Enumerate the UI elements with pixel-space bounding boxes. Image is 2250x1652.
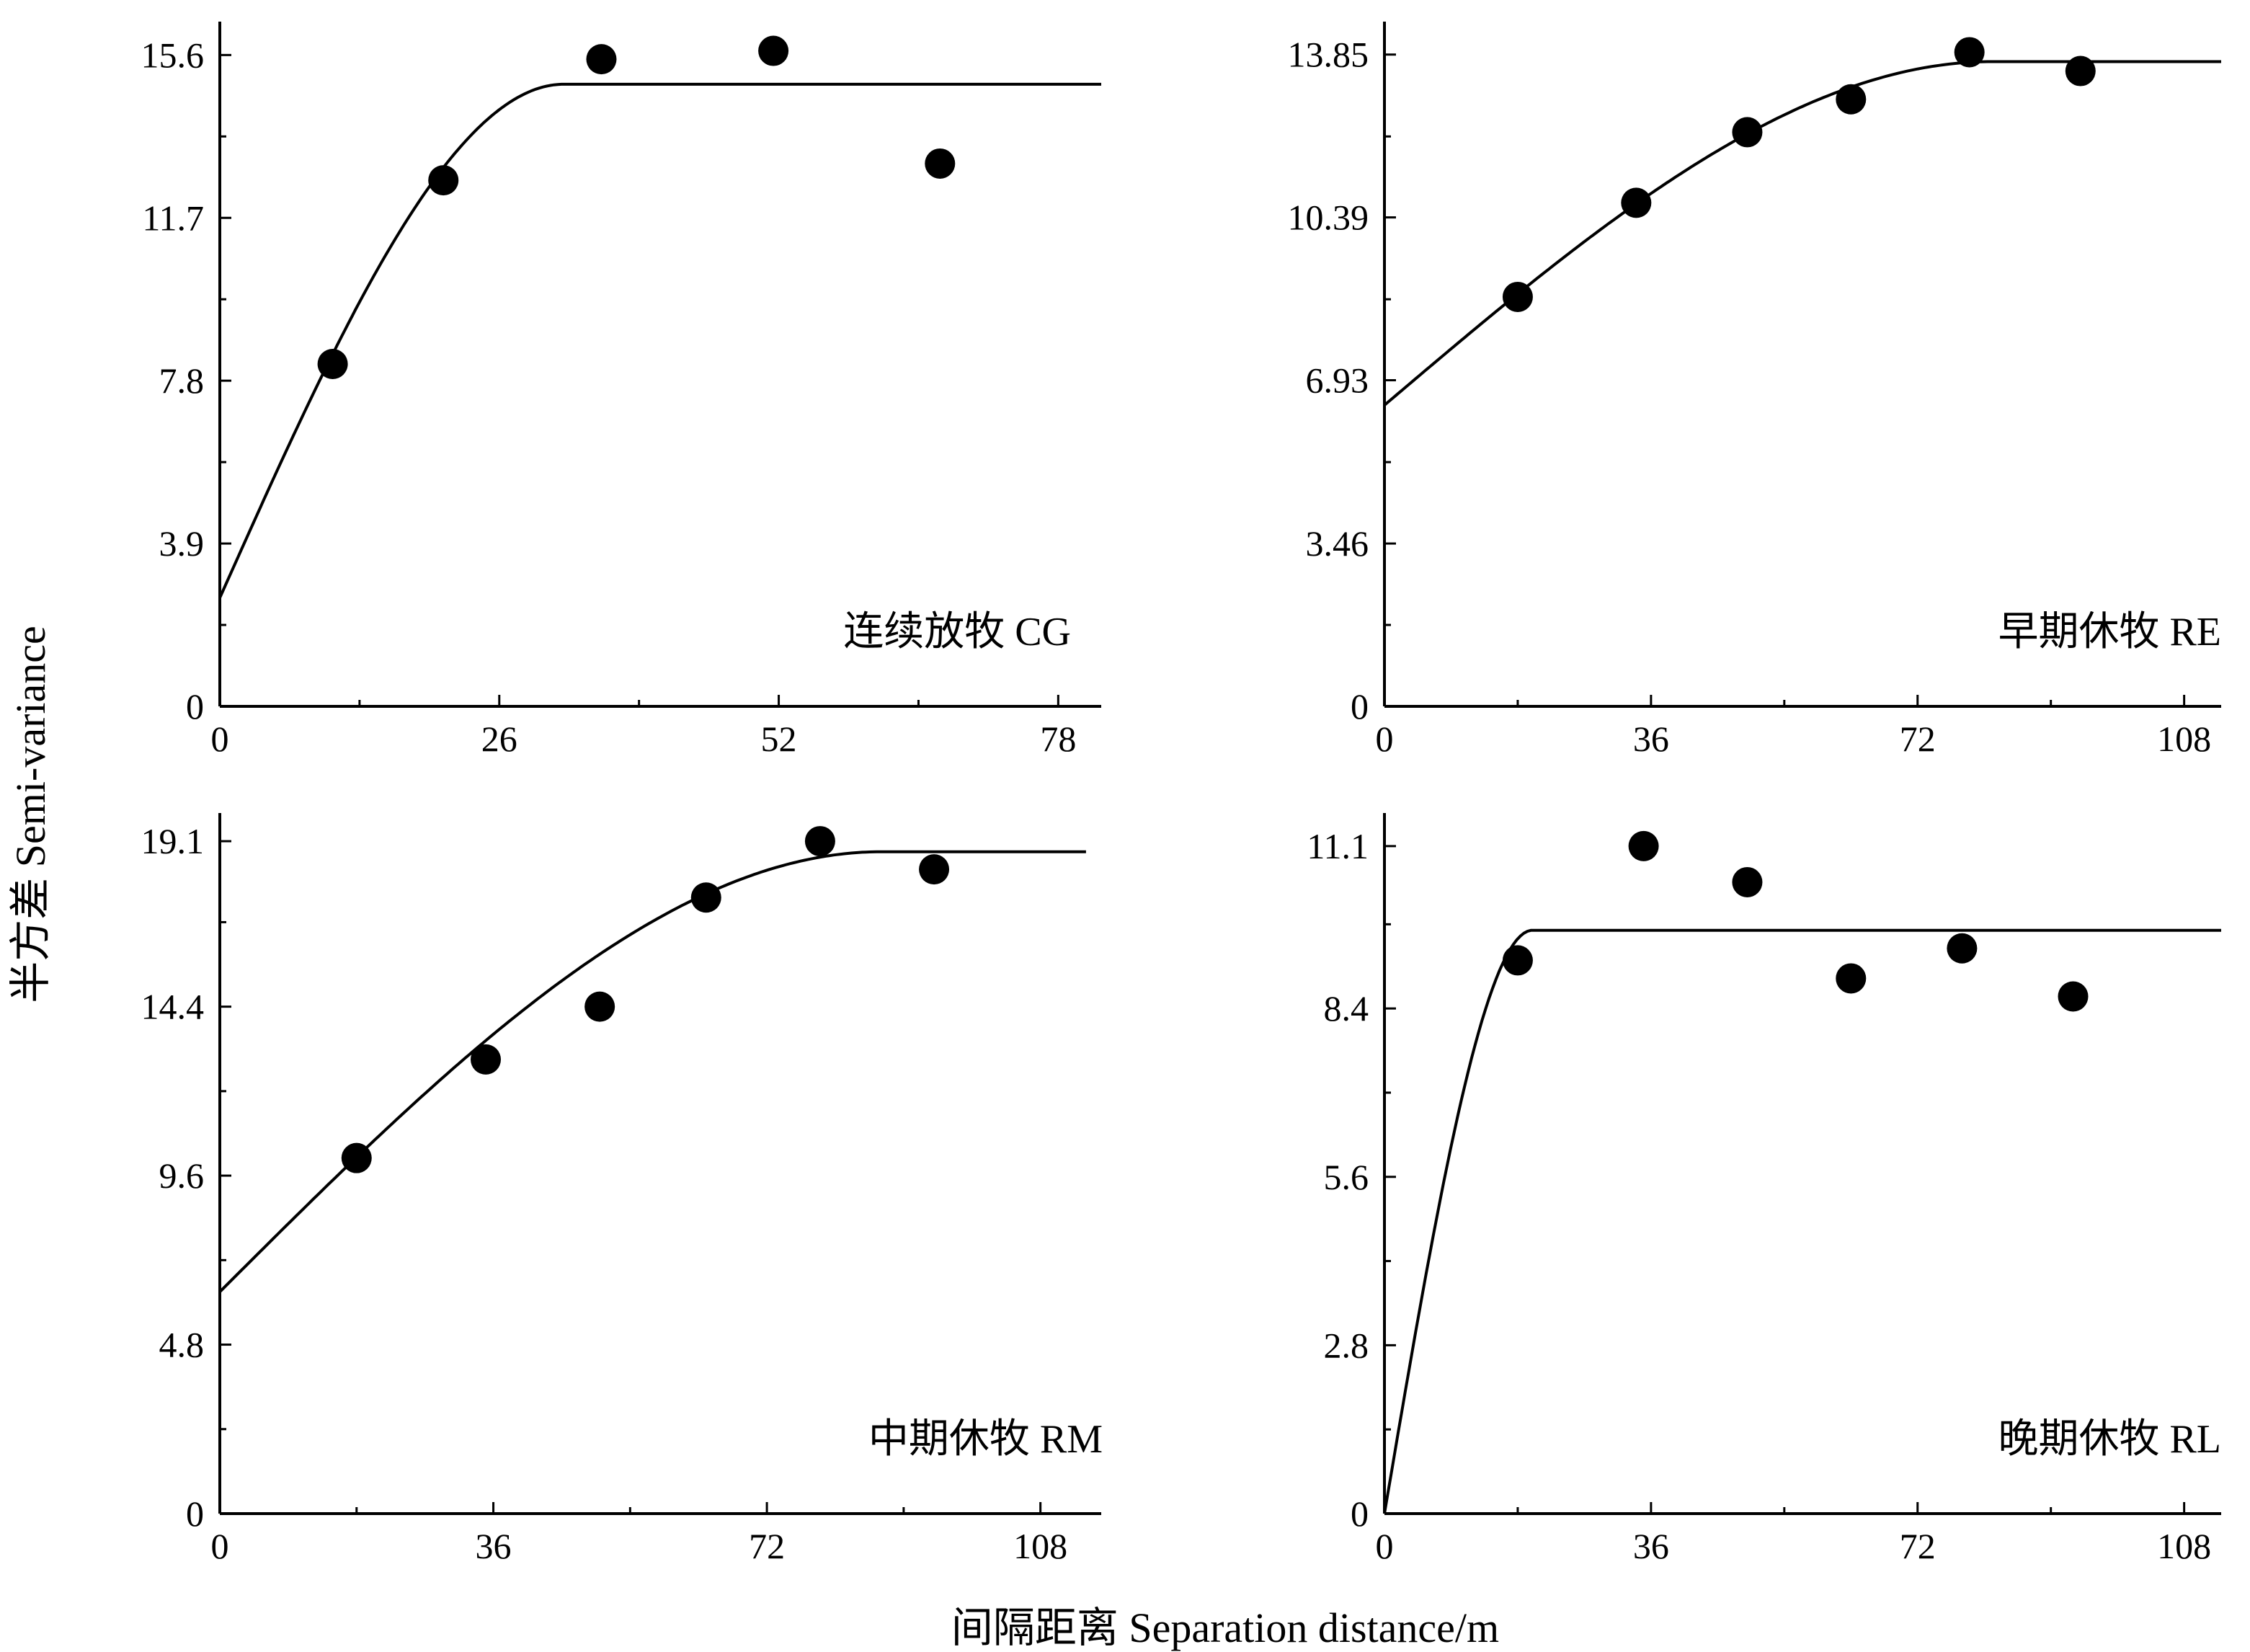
data-point (1732, 866, 1763, 897)
y-tick-label: 0 (186, 1493, 204, 1534)
data-point (584, 991, 615, 1022)
x-tick-label: 52 (761, 719, 797, 759)
y-tick-label: 0 (186, 686, 204, 727)
y-tick-label: 13.85 (1288, 35, 1369, 75)
y-tick-label: 8.4 (1324, 988, 1369, 1029)
y-tick-label: 19.1 (141, 821, 205, 861)
data-point (428, 165, 459, 196)
data-point (1502, 945, 1533, 976)
data-point (1836, 84, 1867, 115)
data-point (1621, 187, 1652, 218)
panel-rl: 晚期休牧 RL 0 36 72 108 0 2.8 5.6 8.4 11.1 (1307, 813, 2221, 1566)
y-tick-label: 11.1 (1307, 826, 1369, 866)
y-tick-label: 3.46 (1306, 523, 1369, 564)
y-axis-title: 半方差 Semi-variance (7, 626, 54, 1003)
data-point (1954, 37, 1985, 68)
x-tick-label: 0 (1376, 1526, 1394, 1566)
y-tick-label: 11.7 (142, 197, 204, 238)
y-tick-label: 4.8 (159, 1325, 205, 1365)
panel-cg: 连续放牧 CG 0 26 52 78 0 3.9 7.8 11.7 15.6 (141, 22, 1101, 759)
model-curve (1383, 60, 2221, 407)
panel-label: 早期休牧 RE (1998, 610, 2221, 654)
y-tick-label: 7.8 (159, 360, 205, 401)
data-point (919, 854, 950, 885)
panel-rm: 中期休牧 RM 0 36 72 108 0 4.8 9.6 14.4 19.1 (141, 813, 1103, 1566)
data-point (925, 148, 956, 179)
data-point (690, 882, 721, 913)
data-point (1732, 117, 1763, 148)
panel-label: 连续放牧 CG (843, 610, 1071, 654)
y-tick-label: 3.9 (159, 523, 205, 564)
y-tick-label: 6.93 (1306, 360, 1369, 401)
data-point (471, 1044, 502, 1075)
panel-re: 早期休牧 RE 0 36 72 108 0 3.46 6.93 10.39 13.85 (1288, 22, 2221, 759)
model-curve (1383, 928, 2221, 1514)
panel-label: 中期休牧 RM (868, 1417, 1103, 1462)
x-tick-label: 0 (1376, 719, 1394, 759)
y-tick-label: 15.6 (141, 35, 205, 75)
y-tick-label: 5.6 (1324, 1157, 1369, 1197)
data-point (804, 826, 835, 857)
x-tick-label: 72 (749, 1526, 785, 1566)
x-tick-label: 72 (1900, 1526, 1936, 1566)
x-tick-label: 108 (1013, 1526, 1067, 1566)
model-curve (218, 850, 1086, 1293)
x-tick-label: 72 (1900, 719, 1936, 759)
data-point (1947, 933, 1978, 964)
x-tick-label: 108 (2157, 719, 2211, 759)
x-tick-label: 36 (1633, 1526, 1669, 1566)
data-point (1836, 963, 1867, 994)
x-tick-label: 26 (481, 719, 517, 759)
data-point (758, 35, 789, 66)
data-point (341, 1142, 372, 1173)
x-tick-label: 108 (2157, 1526, 2211, 1566)
y-tick-label: 2.8 (1324, 1325, 1369, 1365)
data-point (317, 349, 348, 379)
x-axis-title: 间隔距离 Separation distance/m (951, 1604, 1499, 1651)
panel-label: 晚期休牧 RL (1998, 1417, 2221, 1462)
x-tick-label: 78 (1040, 719, 1076, 759)
y-tick-label: 14.4 (141, 987, 205, 1027)
data-point (1502, 281, 1533, 312)
x-tick-label: 0 (211, 719, 229, 759)
x-tick-label: 0 (211, 1526, 229, 1566)
data-point (2065, 55, 2096, 86)
y-tick-label: 9.6 (159, 1155, 205, 1196)
x-tick-label: 36 (476, 1526, 512, 1566)
model-curve (218, 82, 1101, 599)
y-tick-label: 0 (1351, 686, 1369, 727)
data-point (2058, 981, 2089, 1012)
y-tick-label: 10.39 (1288, 197, 1369, 238)
y-tick-label: 0 (1351, 1493, 1369, 1534)
data-point (1628, 830, 1659, 861)
data-point (586, 44, 617, 75)
x-tick-label: 36 (1633, 719, 1669, 759)
